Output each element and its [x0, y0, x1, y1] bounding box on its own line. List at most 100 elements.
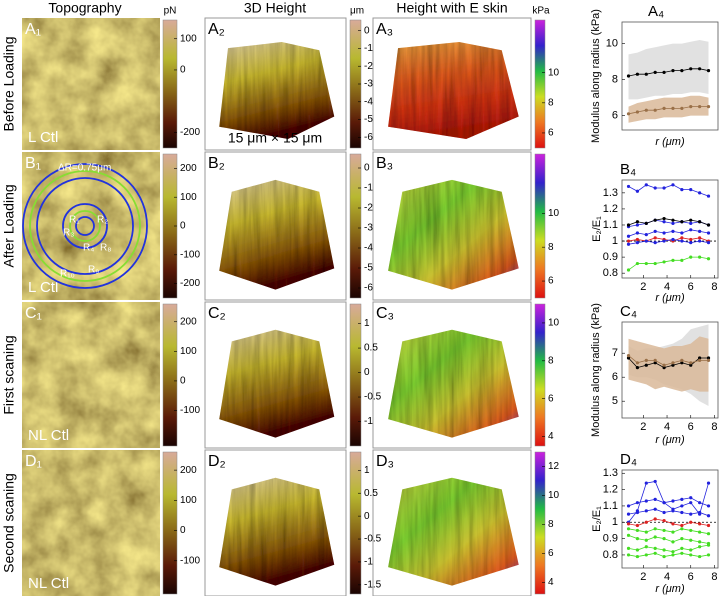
- x-tick-label: 6: [688, 571, 694, 583]
- data-point: [698, 356, 702, 360]
- colorbar-tick-label: 8: [548, 242, 554, 253]
- colorbar-tick-label: -2: [364, 203, 373, 214]
- column-header: 3D Height: [244, 0, 306, 16]
- sample-note: L Ctl: [28, 279, 58, 296]
- data-point: [671, 221, 675, 225]
- colorbar-tick-label: 10: [548, 490, 560, 501]
- panel-label: D₃: [376, 453, 394, 470]
- data-point: [698, 530, 702, 534]
- data-point: [662, 366, 666, 370]
- colorbar-unit: μm: [350, 6, 364, 17]
- data-point: [644, 239, 648, 243]
- y-tick-label: 6: [612, 110, 618, 122]
- data-point: [698, 554, 702, 559]
- data-point: [706, 553, 711, 557]
- colorbar: [534, 303, 546, 447]
- data-point: [671, 499, 675, 503]
- data-point: [706, 69, 711, 73]
- data-point: [662, 528, 666, 533]
- data-point: [626, 522, 631, 526]
- series-line: [628, 229, 709, 237]
- colorbar-tick-label: 8: [548, 97, 554, 108]
- radius-ring: [62, 203, 108, 249]
- y-tick-label: 1.1: [603, 500, 618, 512]
- colorbar-tick-label: 8: [548, 355, 554, 366]
- data-point: [653, 70, 657, 74]
- panel-label: A₁: [25, 21, 41, 38]
- colorbar-tick-label: 0: [180, 525, 186, 536]
- data-point: [662, 239, 666, 243]
- colorbar-tick-label: -200: [180, 127, 200, 138]
- colorbar: [162, 19, 178, 149]
- data-point: [706, 543, 711, 547]
- data-point: [626, 234, 631, 238]
- colorbar: [534, 451, 546, 595]
- colorbar-tick-label: 4: [548, 577, 554, 588]
- data-point: [698, 358, 702, 362]
- data-point: [653, 507, 657, 511]
- colorbar-tick-label: 12: [548, 461, 560, 472]
- data-point: [662, 231, 666, 235]
- data-point: [706, 523, 711, 528]
- confidence-band: [628, 40, 709, 100]
- data-point: [653, 551, 657, 555]
- y-tick-label: 0.8: [603, 267, 618, 279]
- panel-label: B₂: [208, 155, 225, 172]
- ring-label: R₂: [97, 215, 108, 226]
- data-point: [689, 228, 693, 232]
- data-point: [698, 220, 702, 224]
- data-point: [662, 220, 666, 224]
- data-point: [635, 189, 640, 193]
- data-point: [662, 554, 666, 559]
- data-point: [671, 69, 675, 73]
- y-axis-label: Modulus along radius (kPa): [590, 9, 602, 143]
- data-point: [626, 512, 631, 516]
- data-point: [680, 188, 684, 192]
- data-point: [671, 229, 675, 234]
- data-point: [662, 363, 666, 367]
- panel-label: C₁: [25, 305, 42, 322]
- row-label: After Loading: [1, 184, 17, 267]
- x-tick-label: 4: [664, 571, 670, 583]
- colorbar-tick-label: -6: [364, 283, 373, 294]
- colorbar-unit: pN: [164, 6, 177, 17]
- ring-label: R₄: [83, 243, 94, 254]
- row-label: Before Loading: [1, 37, 17, 132]
- chart-title: A₄: [648, 3, 664, 20]
- data-point: [689, 218, 693, 222]
- series-line: [628, 544, 709, 553]
- data-point: [680, 537, 684, 541]
- data-point: [662, 501, 666, 505]
- colorbar-tick-label: 6: [548, 548, 554, 559]
- data-point: [706, 481, 711, 485]
- colorbar-tick-label: 4: [548, 431, 554, 442]
- ring-label: R₉: [88, 265, 99, 276]
- colorbar: [349, 303, 362, 447]
- data-point: [644, 499, 648, 503]
- ring-label: R₁₀: [60, 269, 75, 280]
- series-line: [628, 518, 709, 526]
- modulus-surface: [388, 179, 519, 290]
- panel-label: C₃: [376, 305, 394, 322]
- data-point: [653, 497, 657, 501]
- colorbar-tick-label: -100: [180, 405, 200, 416]
- series-line: [628, 106, 709, 115]
- colorbar-tick-label: 100: [180, 495, 197, 506]
- data-point: [635, 501, 640, 505]
- y-tick-label: 1.2: [603, 484, 618, 496]
- data-point: [626, 184, 631, 189]
- panel-label: A₃: [376, 21, 393, 38]
- y-tick-label: 0.8: [603, 549, 618, 561]
- data-point: [635, 72, 640, 76]
- sample-note: NL Ctl: [28, 575, 69, 592]
- colorbar-tick-label: 0: [180, 376, 186, 387]
- data-point: [635, 110, 640, 114]
- x-tick-label: 8: [711, 281, 717, 293]
- data-point: [644, 530, 648, 534]
- colorbar-tick-label: 1: [364, 465, 370, 476]
- data-point: [653, 527, 657, 531]
- x-tick-label: 6: [688, 421, 694, 433]
- data-point: [644, 520, 648, 524]
- data-point: [698, 229, 702, 234]
- colorbar-tick-label: -200: [180, 278, 200, 289]
